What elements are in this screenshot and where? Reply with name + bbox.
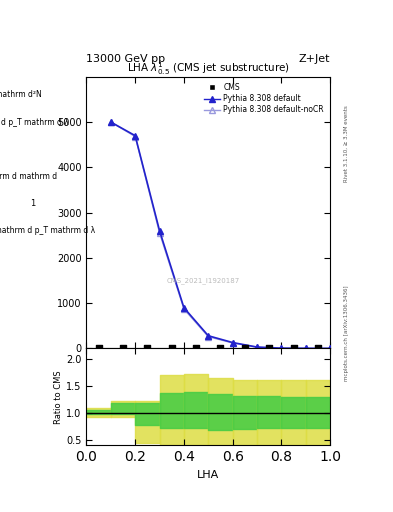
Point [95, 345, 102, 353]
Text: mathrm d mathrm d: mathrm d mathrm d [0, 172, 57, 181]
Text: Z+Jet: Z+Jet [299, 54, 330, 64]
Point [290, 345, 297, 353]
Point [217, 345, 224, 353]
Text: 1: 1 [30, 199, 35, 208]
Y-axis label: Ratio to CMS: Ratio to CMS [55, 370, 63, 424]
Point [193, 345, 199, 353]
Legend: CMS, Pythia 8.308 default, Pythia 8.308 default-noCR: CMS, Pythia 8.308 default, Pythia 8.308 … [202, 80, 326, 117]
Text: mathrm d²N: mathrm d²N [0, 91, 42, 99]
Point [266, 345, 272, 353]
Text: mcplots.cern.ch [arXiv:1306.3436]: mcplots.cern.ch [arXiv:1306.3436] [344, 285, 349, 380]
Point [315, 345, 321, 353]
Text: mathrm d p_T mathrm d λ: mathrm d p_T mathrm d λ [0, 118, 69, 126]
Point [120, 345, 126, 353]
Point [169, 345, 175, 353]
Text: CMS_2021_I1920187: CMS_2021_I1920187 [167, 277, 240, 284]
X-axis label: LHA: LHA [197, 470, 219, 480]
Point [144, 345, 151, 353]
Title: LHA $\lambda^{1}_{0.5}$ (CMS jet substructure): LHA $\lambda^{1}_{0.5}$ (CMS jet substru… [127, 60, 290, 77]
Text: Rivet 3.1.10, ≥ 3.3M events: Rivet 3.1.10, ≥ 3.3M events [344, 105, 349, 182]
Text: mathrm d N / mathrm d p_T mathrm d λ: mathrm d N / mathrm d p_T mathrm d λ [0, 226, 95, 235]
Point [242, 345, 248, 353]
Text: 13000 GeV pp: 13000 GeV pp [86, 54, 165, 64]
